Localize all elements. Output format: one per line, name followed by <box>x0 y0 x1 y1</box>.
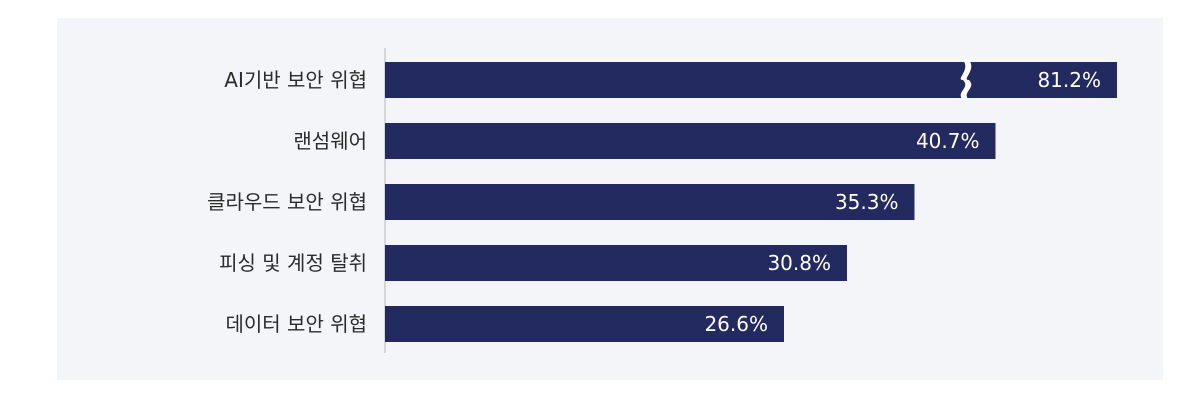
axis-break-mark <box>960 60 972 100</box>
bar-1 <box>385 62 1117 98</box>
value-label-2: 40.7% <box>916 129 980 153</box>
value-label-1: 81.2% <box>1037 68 1101 92</box>
category-label-2: 랜섬웨어 <box>293 129 367 153</box>
value-label-3: 35.3% <box>835 190 899 214</box>
value-label-4: 30.8% <box>767 251 831 275</box>
bar-2 <box>385 123 996 159</box>
category-label-4: 피싱 및 계정 탈취 <box>219 251 367 275</box>
chart-panel: AI기반 보안 위협 81.2% 랜섬웨어 40.7% 클라우드 보안 위협 35.3% 피… <box>57 18 1163 380</box>
value-label-5: 26.6% <box>704 312 768 336</box>
bar-3 <box>385 184 915 220</box>
category-label-5: 데이터 보안 위협 <box>225 312 367 336</box>
bar-chart: AI기반 보안 위협 81.2% 랜섬웨어 40.7% 클라우드 보안 위협 35.3% 피… <box>207 48 1117 353</box>
category-label-1: AI기반 보안 위협 <box>224 68 367 92</box>
category-label-3: 클라우드 보안 위협 <box>207 190 367 214</box>
bar-4 <box>385 245 847 281</box>
bar-5 <box>385 306 784 342</box>
